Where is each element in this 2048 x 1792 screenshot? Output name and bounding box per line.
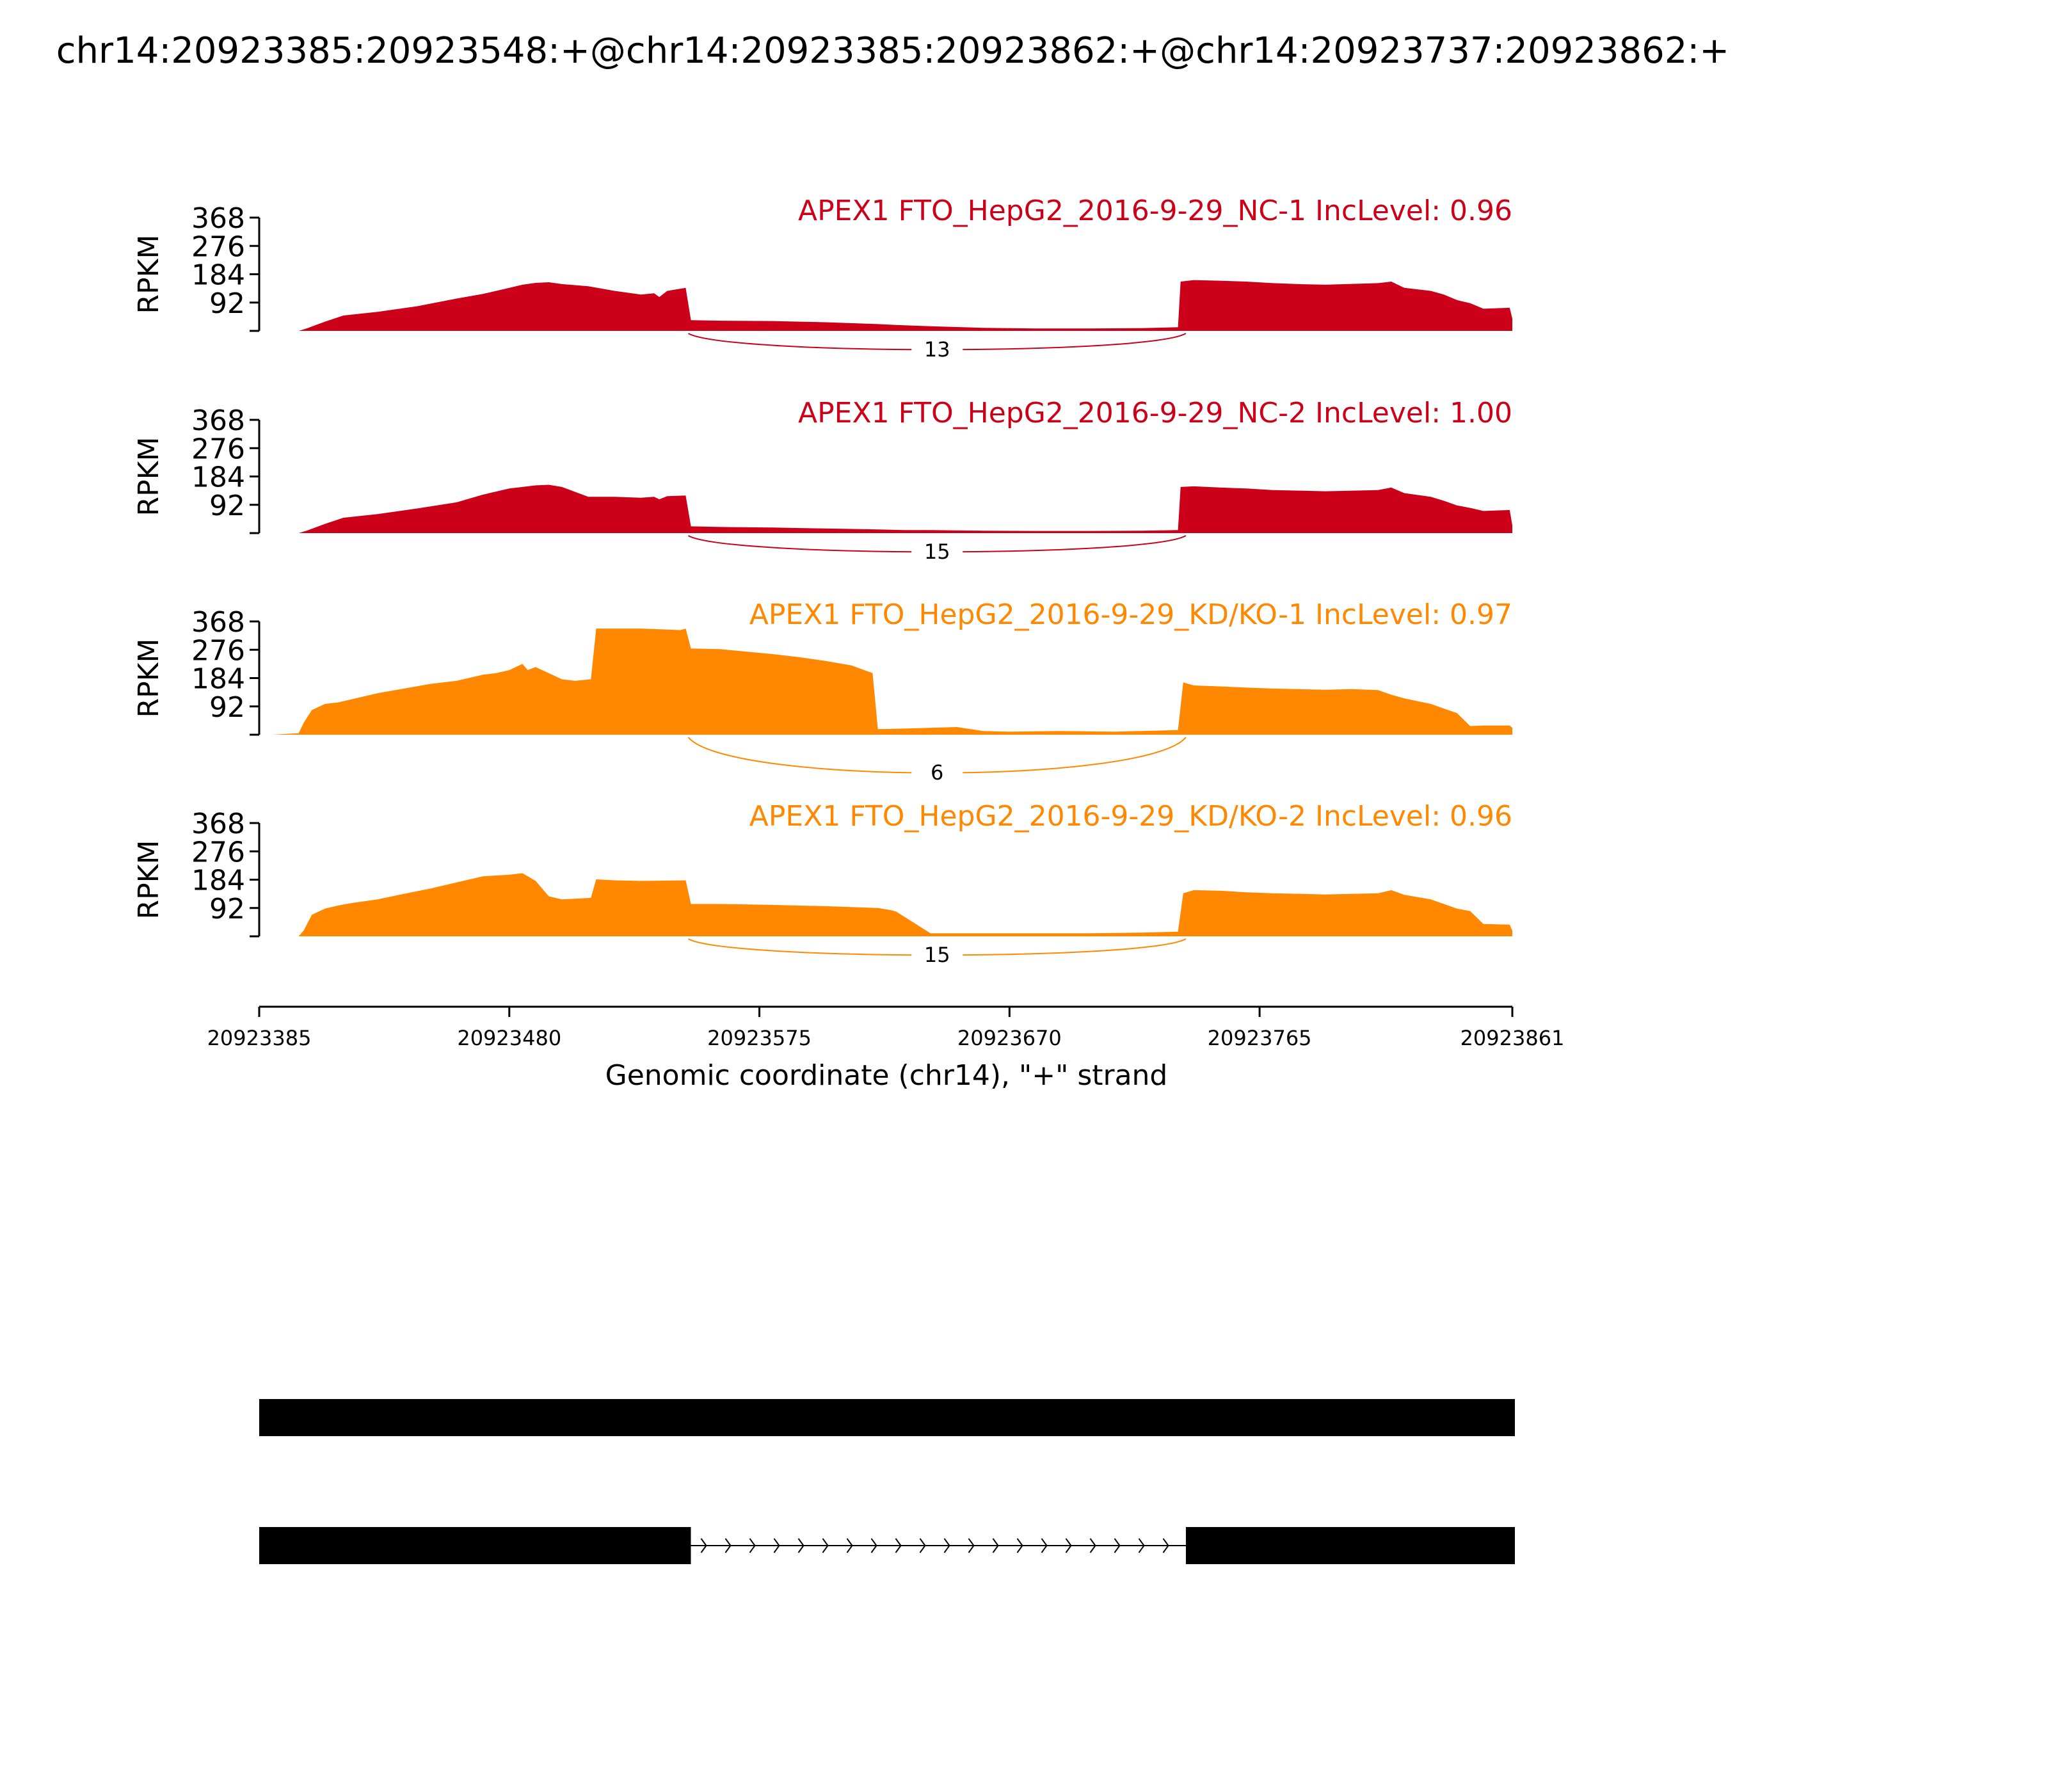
strand-chevron (846, 1538, 853, 1553)
y-tick-label: 184 (191, 259, 245, 292)
coverage-area (259, 628, 1512, 735)
exon-block (259, 1399, 1515, 1436)
strand-chevron (749, 1538, 756, 1553)
y-axis-label: RPKM (132, 639, 165, 718)
x-tick-label: 20923385 (207, 1026, 312, 1050)
sample-label: APEX1 FTO_HepG2_2016-9-29_KD/KO-2 IncLev… (749, 800, 1512, 833)
y-tick-label: 276 (191, 433, 245, 465)
exon-block (1185, 1527, 1515, 1564)
y-tick-label: 276 (191, 230, 245, 263)
strand-chevron (773, 1538, 780, 1553)
strand-chevron (1016, 1538, 1023, 1553)
y-tick-label: 92 (209, 893, 245, 925)
y-tick-label: 368 (191, 808, 245, 840)
figure-title: chr14:20923385:20923548:+@chr14:20923385… (56, 30, 1729, 72)
y-tick-label: 368 (191, 202, 245, 235)
y-axis-label: RPKM (132, 437, 165, 516)
x-tick-label: 20923861 (1460, 1026, 1565, 1050)
transcript-model (259, 1399, 1515, 1436)
junction-count: 15 (924, 943, 950, 967)
strand-chevron (943, 1538, 950, 1553)
y-axis-label: RPKM (132, 235, 165, 314)
junction-count: 13 (924, 337, 950, 362)
x-tick-label: 20923575 (707, 1026, 812, 1050)
junction-label-bg (911, 338, 963, 361)
strand-chevron (822, 1538, 829, 1553)
y-tick-label: 184 (191, 461, 245, 494)
strand-chevron (1162, 1538, 1169, 1553)
sample-label: APEX1 FTO_HepG2_2016-9-29_NC-2 IncLevel:… (798, 397, 1512, 429)
y-tick-label: 368 (191, 606, 245, 639)
junction-label-bg (911, 943, 963, 966)
strand-chevron (919, 1538, 926, 1553)
x-tick-label: 20923765 (1208, 1026, 1312, 1050)
y-tick-label: 184 (191, 865, 245, 897)
transcript-models (259, 1399, 1515, 1564)
strand-chevron (992, 1538, 999, 1553)
strand-chevron (1138, 1538, 1145, 1553)
y-tick-label: 368 (191, 404, 245, 437)
sample-label: APEX1 FTO_HepG2_2016-9-29_KD/KO-1 IncLev… (749, 598, 1512, 631)
x-tick-label: 20923480 (457, 1026, 561, 1050)
strand-chevron (870, 1538, 877, 1553)
junction-label-bg (911, 761, 963, 784)
strand-chevron (700, 1538, 707, 1553)
y-tick-label: 92 (209, 490, 245, 522)
y-axis-label: RPKM (132, 840, 165, 920)
y-tick-label: 92 (209, 691, 245, 724)
x-axis: 20923385 20923480 20923575 20923670 20923765… (207, 1005, 1565, 1050)
strand-chevron (968, 1538, 975, 1553)
strand-chevron (797, 1538, 804, 1553)
coverage-area (259, 280, 1512, 331)
strand-chevron (724, 1538, 732, 1553)
sample-label: APEX1 FTO_HepG2_2016-9-29_NC-1 IncLevel:… (798, 195, 1512, 227)
y-tick-label: 184 (191, 663, 245, 696)
strand-chevron (1114, 1538, 1121, 1553)
junction-count: 15 (924, 540, 950, 564)
exon-block (259, 1527, 691, 1564)
junction-label-bg (911, 540, 963, 563)
y-tick-label: 276 (191, 836, 245, 868)
y-tick-label: 92 (209, 287, 245, 320)
y-tick-label: 276 (191, 634, 245, 667)
strand-chevron (895, 1538, 902, 1553)
strand-chevron (1041, 1538, 1048, 1553)
transcript-model (259, 1527, 1515, 1564)
junction-count: 6 (931, 760, 943, 785)
coverage-area (259, 484, 1512, 533)
strand-chevron (1089, 1538, 1096, 1553)
x-axis-label: Genomic coordinate (chr14), "+" strand (605, 1059, 1168, 1092)
coverage-area (259, 873, 1512, 936)
strand-chevron (1065, 1538, 1072, 1553)
x-tick-label: 20923670 (957, 1026, 1062, 1050)
